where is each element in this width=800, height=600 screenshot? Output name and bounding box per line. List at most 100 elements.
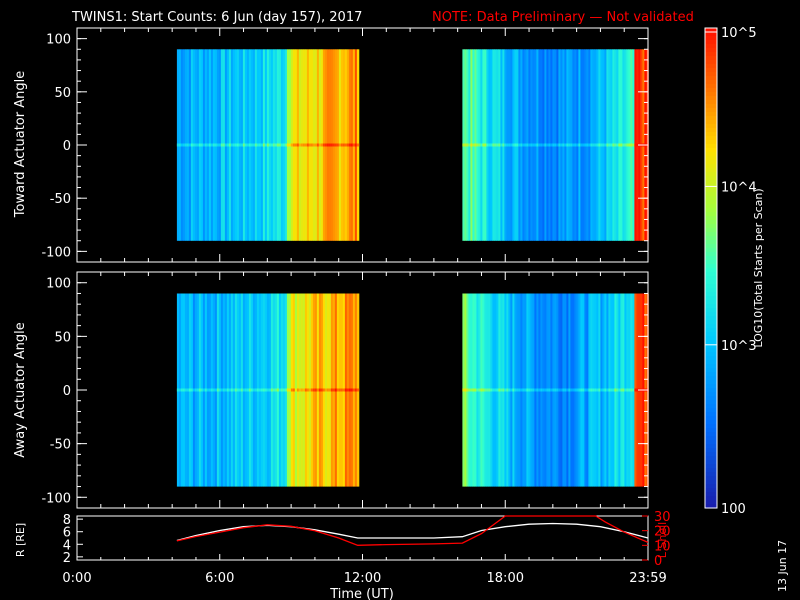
heatmap-zero-band bbox=[594, 388, 597, 392]
heatmap-zero-band bbox=[280, 388, 284, 392]
heatmap-zero-band bbox=[322, 143, 326, 147]
heatmap-zero-band bbox=[510, 143, 513, 147]
toward-angle-panel: 100 50 0 -50 -100 bbox=[41, 27, 649, 263]
colorbar-segment bbox=[705, 128, 717, 133]
colorbar-segment bbox=[705, 500, 717, 505]
colorbar-segment bbox=[705, 292, 717, 297]
colorbar-segment bbox=[705, 104, 717, 109]
heatmap-zero-band bbox=[534, 388, 537, 392]
colorbar-segment bbox=[705, 488, 717, 493]
heatmap-zero-band bbox=[276, 388, 280, 392]
heatmap-zero-band bbox=[472, 143, 475, 147]
heatmap-zero-band bbox=[554, 143, 557, 147]
heatmap-zero-band bbox=[330, 143, 334, 147]
colorbar-segment bbox=[705, 180, 717, 185]
heatmap-zero-band bbox=[246, 143, 250, 147]
heatmap-zero-band bbox=[582, 143, 585, 147]
heatmap-zero-band bbox=[272, 388, 276, 392]
heatmap-zero-band bbox=[610, 388, 613, 392]
heatmap-zero-band bbox=[242, 388, 246, 392]
heatmap-zero-band bbox=[272, 143, 276, 147]
colorbar-segment bbox=[705, 84, 717, 89]
heatmap-zero-band bbox=[622, 388, 625, 392]
colorbar-segment bbox=[705, 100, 717, 105]
heatmap-zero-band bbox=[334, 388, 338, 392]
heatmap-zero-band bbox=[572, 388, 575, 392]
colorbar-label: LOG10(Total Starts per Scan) bbox=[752, 188, 765, 347]
heatmap-zero-band bbox=[470, 388, 473, 392]
heatmap-zero-band bbox=[308, 143, 312, 147]
heatmap-zero-band bbox=[584, 388, 587, 392]
heatmap-zero-band bbox=[626, 388, 629, 392]
heatmap-zero-band bbox=[632, 143, 635, 147]
heatmap-zero-band bbox=[618, 143, 621, 147]
colorbar-segment bbox=[705, 196, 717, 201]
heatmap-zero-band bbox=[204, 388, 208, 392]
colorbar-tick-label: 10^4 bbox=[721, 180, 757, 195]
heatmap-zero-band bbox=[340, 388, 344, 392]
colorbar-segment bbox=[705, 352, 717, 357]
heatmap-zero-band bbox=[200, 388, 204, 392]
colorbar-segment bbox=[705, 276, 717, 281]
radius-ylabel: R [RE] bbox=[14, 523, 27, 557]
colorbar-segment bbox=[705, 148, 717, 153]
heatmap-zero-band bbox=[270, 143, 274, 147]
colorbar-segment bbox=[705, 116, 717, 121]
colorbar-segment bbox=[705, 164, 717, 169]
colorbar-segment bbox=[705, 248, 717, 253]
heatmap-zero-band bbox=[256, 388, 260, 392]
heatmap-zero-band bbox=[566, 143, 569, 147]
heatmap-zero-band bbox=[230, 388, 234, 392]
heatmap-zero-band bbox=[310, 388, 314, 392]
heatmap-zero-band bbox=[568, 388, 571, 392]
heatmap-zero-band bbox=[590, 143, 593, 147]
colorbar-segment bbox=[705, 280, 717, 285]
heatmap-zero-band bbox=[624, 388, 627, 392]
colorbar-segment bbox=[705, 348, 717, 353]
heatmap-zero-band bbox=[196, 388, 200, 392]
colorbar-segment bbox=[705, 60, 717, 65]
heatmap-zero-band bbox=[246, 388, 250, 392]
heatmap-zero-band bbox=[216, 388, 220, 392]
heatmap-zero-band bbox=[466, 388, 469, 392]
colorbar-segment bbox=[705, 160, 717, 165]
heatmap-zero-band bbox=[176, 388, 180, 392]
heatmap-zero-band bbox=[252, 143, 256, 147]
heatmap-zero-band bbox=[488, 388, 491, 392]
x-tick-label: 23:59 bbox=[629, 571, 666, 586]
y-tick-label: 100 bbox=[46, 33, 71, 48]
heatmap-zero-band bbox=[286, 143, 290, 147]
heatmap-zero-band bbox=[490, 388, 493, 392]
colorbar-segment bbox=[705, 360, 717, 365]
colorbar-segment bbox=[705, 476, 717, 481]
heatmap-zero-band bbox=[210, 143, 214, 147]
heatmap-zero-band bbox=[320, 388, 324, 392]
toward-angle-ylabel: Toward Actuator Angle bbox=[13, 71, 28, 218]
colorbar-segment bbox=[705, 388, 717, 393]
heatmap-zero-band bbox=[514, 143, 517, 147]
colorbar-segment bbox=[705, 32, 717, 37]
heatmap-zero-band bbox=[476, 143, 479, 147]
heatmap-zero-band bbox=[266, 388, 270, 392]
colorbar-segment bbox=[705, 56, 717, 61]
heatmap-zero-band bbox=[260, 388, 264, 392]
colorbar-segment bbox=[705, 284, 717, 289]
heatmap-zero-band bbox=[484, 388, 487, 392]
heatmap-zero-band bbox=[328, 388, 332, 392]
heatmap-zero-band bbox=[478, 143, 481, 147]
away-angle-ylabel: Away Actuator Angle bbox=[13, 322, 28, 457]
heatmap-zero-band bbox=[564, 388, 567, 392]
heatmap-zero-band bbox=[546, 388, 549, 392]
colorbar-segment bbox=[705, 204, 717, 209]
heatmap-zero-band bbox=[576, 143, 579, 147]
heatmap-zero-band bbox=[482, 143, 485, 147]
heatmap-zero-band bbox=[566, 388, 569, 392]
colorbar-segment bbox=[705, 452, 717, 457]
heatmap-zero-band bbox=[194, 143, 198, 147]
heatmap-zero-band bbox=[462, 388, 465, 392]
heatmap-zero-band bbox=[196, 143, 200, 147]
colorbar-segment bbox=[705, 44, 717, 49]
heatmap-zero-band bbox=[248, 143, 252, 147]
heatmap-zero-band bbox=[348, 388, 352, 392]
heatmap-zero-band bbox=[494, 388, 497, 392]
